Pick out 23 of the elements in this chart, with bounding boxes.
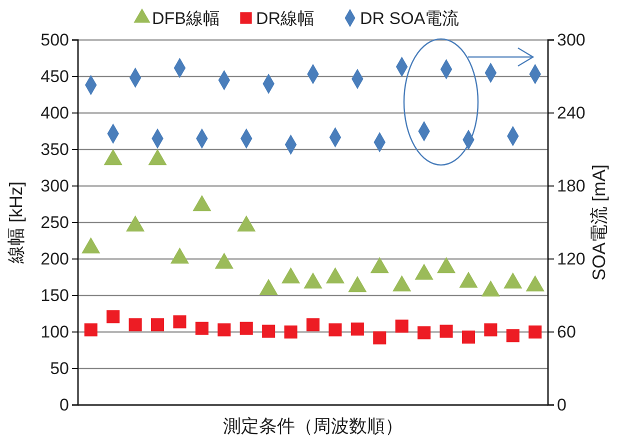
y-tick-label: 300 [40,176,69,196]
y-tick-label: 200 [40,249,69,268]
y2-axis-title: SOA電流 [mA] [589,164,609,281]
y2-tick-label: 60 [557,322,576,342]
y2-tick-label: 0 [557,395,566,414]
y-tick-label: 400 [40,103,69,122]
y-tick-label: 100 [40,322,69,342]
y-tick-label: 500 [40,30,69,50]
y-tick-label: 0 [60,395,69,414]
legend-label: DR SOA電流 [360,9,460,28]
y-tick-label: 450 [40,66,69,86]
y-axis-title: 線幅 [kHz] [6,181,26,265]
y2-tick-label: 300 [557,30,586,50]
y-tick-label: 350 [40,140,69,159]
y2-tick-label: 120 [557,249,586,268]
y2-tick-label: 180 [557,176,586,196]
legend-label: DR線幅 [256,9,315,28]
legend-label: DFB線幅 [152,9,220,28]
y2-tick-label: 240 [557,103,586,122]
y-tick-label: 250 [40,212,69,232]
x-axis-title: 測定条件（周波数順） [223,416,403,436]
y-tick-label: 50 [50,358,69,378]
y-tick-label: 150 [40,286,69,305]
